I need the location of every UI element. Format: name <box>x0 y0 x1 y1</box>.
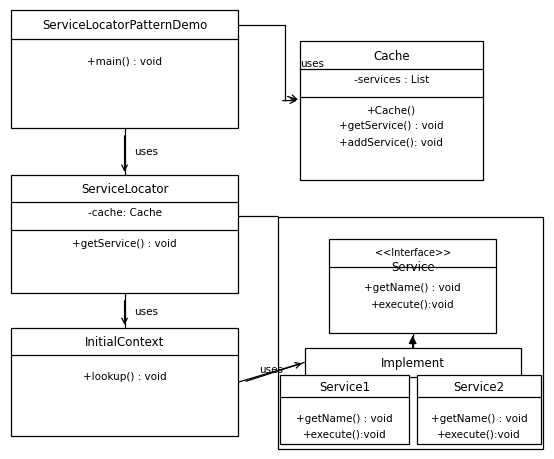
Text: uses: uses <box>135 147 158 157</box>
Text: Service2: Service2 <box>453 380 505 393</box>
Bar <box>417 375 541 444</box>
Text: +getName() : void: +getName() : void <box>430 413 527 423</box>
Text: +getName() : void: +getName() : void <box>296 413 393 423</box>
Text: +execute():void: +execute():void <box>437 429 521 439</box>
Text: +addService(): void: +addService(): void <box>340 137 443 147</box>
Text: uses: uses <box>260 364 284 375</box>
Text: +main() : void: +main() : void <box>87 56 162 66</box>
Text: +Cache(): +Cache() <box>367 105 416 115</box>
Bar <box>280 375 409 444</box>
Text: <<Interface>>: <<Interface>> <box>375 247 451 257</box>
Text: ServiceLocatorPatternDemo: ServiceLocatorPatternDemo <box>42 19 207 32</box>
Bar <box>330 239 496 333</box>
Text: +getService() : void: +getService() : void <box>72 238 177 248</box>
Text: +lookup() : void: +lookup() : void <box>83 371 166 381</box>
Text: +execute():void: +execute():void <box>302 429 386 439</box>
Text: ServiceLocator: ServiceLocator <box>81 183 168 196</box>
Text: uses: uses <box>135 306 158 316</box>
Bar <box>11 328 238 437</box>
Bar <box>300 42 483 180</box>
Bar <box>11 11 238 129</box>
Text: -cache: Cache: -cache: Cache <box>88 208 162 218</box>
Bar <box>11 175 238 294</box>
Text: -services : List: -services : List <box>353 75 429 85</box>
Bar <box>278 218 543 449</box>
Text: +execute():void: +execute():void <box>371 298 454 308</box>
Text: Implement: Implement <box>381 356 445 369</box>
Text: Service1: Service1 <box>319 380 370 393</box>
Text: InitialContext: InitialContext <box>85 336 164 348</box>
Bar <box>305 348 521 377</box>
Text: +getService() : void: +getService() : void <box>339 121 444 131</box>
Text: Cache: Cache <box>373 50 409 62</box>
Text: +getName() : void: +getName() : void <box>365 283 461 293</box>
Text: Service: Service <box>391 260 434 273</box>
Text: uses: uses <box>300 58 324 68</box>
